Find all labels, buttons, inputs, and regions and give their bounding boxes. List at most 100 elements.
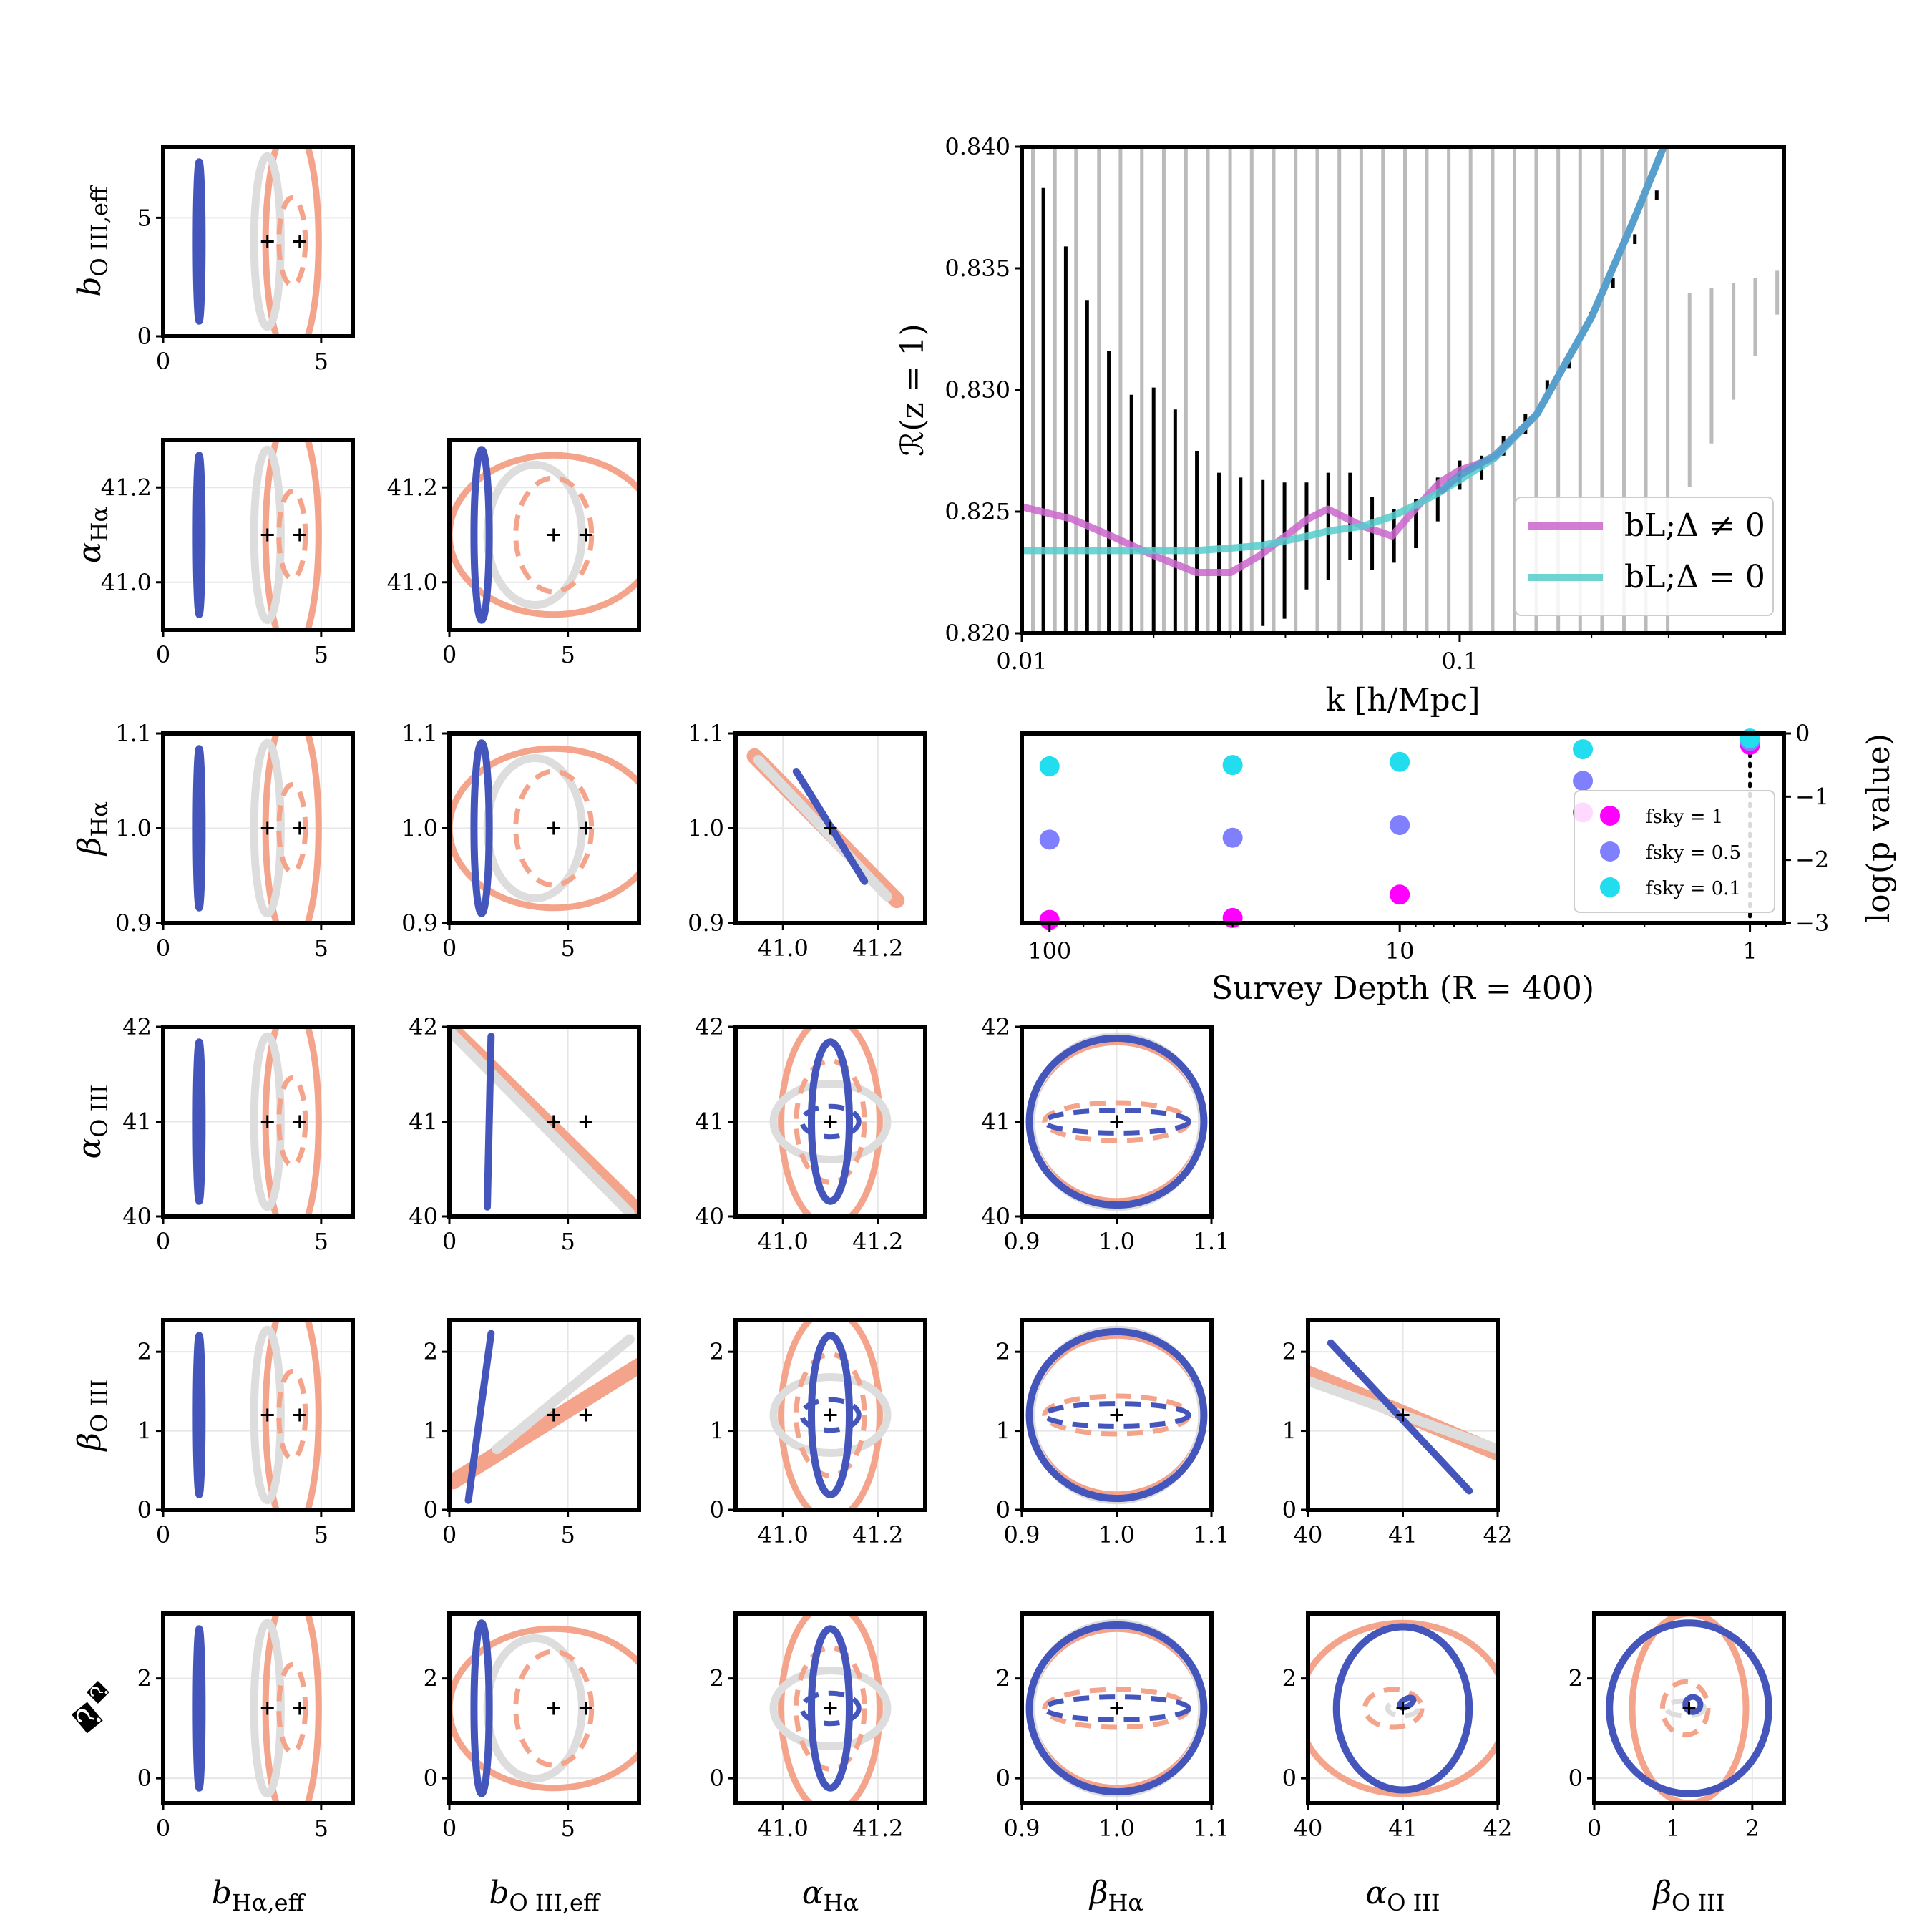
panel-0-4-fiducial-marker — [293, 1115, 306, 1128]
p-legend-label-0: fsky = 1 — [1646, 806, 1723, 828]
panel-0-6-xtick-label: 0 — [156, 1815, 170, 1842]
panel-0-2-fiducial-marker — [260, 528, 274, 542]
panel-1-2-fiducial-marker — [579, 528, 592, 542]
p-xlabel: Survey Depth (R = 400) — [1211, 970, 1594, 1007]
row-3-ylabel-symbol: β — [72, 837, 108, 857]
panel-3-5-contours — [1025, 1325, 1208, 1505]
row-2-ylabel: αHα — [72, 507, 113, 563]
panel-2-5-xtick-label: 41.2 — [852, 1521, 903, 1548]
panel-2-4-fiducial-marker — [824, 1115, 837, 1128]
panel-4-5-fiducial-marker — [1396, 1408, 1410, 1422]
panel-4-6-contour-ellipse — [1397, 1694, 1417, 1711]
panel-0-5-ytick-label: 2 — [137, 1338, 152, 1365]
panel-3-5-ytick-label: 2 — [996, 1338, 1010, 1365]
row-3-ylabel: βHα — [72, 801, 113, 857]
panel-5-6-contour-ellipse — [1659, 1679, 1711, 1738]
panel-3-6-contours — [1025, 1619, 1208, 1798]
col-4-xlabel: αO III — [1365, 1875, 1440, 1916]
panel-0-1-ytick-label: 0 — [137, 323, 152, 350]
row-4-ylabel-symbol: α — [72, 1138, 108, 1159]
p-point-0-2 — [1390, 884, 1410, 905]
p-xtick-label-0: 100 — [1028, 937, 1071, 965]
panel-1-5-degenerate-contour — [492, 1334, 635, 1455]
panel-0-2-xtick-label: 5 — [314, 641, 328, 668]
panel-3-5-contour-ellipse — [1042, 1401, 1191, 1429]
panel-2-3-xtick-label: 41.0 — [758, 935, 809, 962]
p-legend: fsky = 1 fsky = 0.5 fsky = 0.1 — [1574, 790, 1775, 913]
panel-2-6-contour-ellipse — [799, 1690, 862, 1727]
panel-0-1-xtick-label: 5 — [314, 348, 328, 375]
panel-0-1-contour-ellipse — [192, 158, 206, 325]
panel-2-6-ytick-label: 2 — [710, 1665, 724, 1692]
panel-4-6-xtick-label: 40 — [1294, 1815, 1323, 1842]
panel-4-6-contours — [1308, 1619, 1498, 1797]
panel-0-1-ytick-label: 5 — [137, 204, 152, 231]
col-5-xlabel-subscript: O III — [1672, 1889, 1724, 1916]
panel-2-6-contour-ellipse — [808, 1625, 853, 1792]
panel-2-4-contours — [769, 1027, 892, 1216]
panel-5-6-ytick-label: 2 — [1568, 1665, 1583, 1692]
panel-1-2-ytick-label: 41.2 — [387, 474, 438, 501]
panel-4-6: 40 41 42 0 2 — [1282, 1611, 1512, 1842]
panel-3-4-xtick-label: 1.0 — [1098, 1228, 1135, 1255]
r-xtick-label-0: 0.01 — [996, 648, 1047, 675]
panel-2-4-ytick-label: 42 — [695, 1013, 724, 1040]
panel-0-4-ytick-label: 41 — [122, 1108, 152, 1136]
panel-1-3-contour-ellipse — [449, 745, 639, 912]
panel-3-5-xtick-label: 0.9 — [1004, 1521, 1040, 1548]
panel-2-4: 41.0 41.2 40 41 42 — [695, 1013, 927, 1255]
panel-0-4-contour-ellipse — [192, 1038, 206, 1205]
panel-0-6-contour-ellipse — [192, 1625, 206, 1792]
panel-3-4-ytick-label: 41 — [981, 1108, 1010, 1136]
p-ytick-label-1: −1 — [1795, 783, 1829, 810]
r-plot-area — [1022, 147, 1780, 633]
panel-4-6-ytick-label: 0 — [1282, 1765, 1297, 1792]
panel-2-5-frame — [733, 1318, 927, 1512]
panel-0-5-frame — [161, 1318, 355, 1512]
p-legend-label-2: fsky = 0.1 — [1646, 878, 1741, 899]
panel-1-5-fiducial-marker — [547, 1408, 560, 1422]
panel-4-6-fiducial-marker — [1396, 1702, 1410, 1715]
p-point-2-0 — [1039, 756, 1060, 776]
panel-3-5-xtick-label: 1.0 — [1098, 1521, 1135, 1548]
panel-0-3-fiducial-marker — [260, 821, 274, 835]
p-ytick-label-0: 0 — [1795, 720, 1810, 747]
panel-1-5-xtick-label: 5 — [560, 1521, 575, 1548]
panel-3-4-contours — [1025, 1032, 1208, 1211]
col-3-xlabel: βHα — [1088, 1875, 1143, 1916]
panel-2-4-xtick-label: 41.0 — [758, 1228, 809, 1255]
p-point-1-3 — [1573, 771, 1594, 791]
panel-3-5-ytick-label: 1 — [996, 1418, 1010, 1445]
p-point-2-3 — [1573, 739, 1594, 760]
panel-3-4: 0.9 1.0 1.1 40 41 42 — [981, 1013, 1229, 1255]
panel-1-4-ytick-label: 41 — [409, 1108, 438, 1136]
panel-1-5-degenerate-contour — [464, 1330, 495, 1504]
panel-4-6-contour-ellipse — [1332, 1623, 1473, 1794]
corner-plot: 0 5 0 5 0 5 41.0 41.2 0 5 41.0 41.2 0 5 0.9 1.0 1.1 0 5 0.9… — [71, 145, 1786, 1916]
row-3-ylabel-subscript: Hα — [86, 801, 113, 837]
panel-1-2-frame — [447, 438, 641, 632]
panel-2-4-ytick-label: 40 — [695, 1203, 724, 1230]
panel-2-5-contour-ellipse — [799, 1397, 862, 1433]
panel-1-2-ytick-label: 41.0 — [387, 569, 438, 596]
panel-2-6-contour-ellipse — [778, 1614, 883, 1803]
panel-2-5-contour-ellipse — [794, 1352, 867, 1478]
panel-0-6-xtick-label: 5 — [314, 1815, 328, 1842]
panel-1-3-xtick-label: 0 — [442, 935, 457, 962]
panel-5-6-frame — [1592, 1611, 1786, 1805]
col-0-xlabel-symbol: b — [212, 1875, 232, 1911]
panel-2-4-ytick-label: 41 — [695, 1108, 724, 1136]
panel-1-4-xtick-label: 0 — [442, 1228, 457, 1255]
panel-2-4-xtick-label: 41.2 — [852, 1228, 903, 1255]
panel-1-3-fiducial-marker — [579, 821, 592, 835]
panel-1-4: 0 5 40 41 42 — [409, 1013, 641, 1255]
r-xtick-label-1: 0.1 — [1441, 648, 1478, 675]
panel-1-4-contours — [449, 1027, 639, 1216]
panel-4-5-xtick-label: 40 — [1294, 1521, 1323, 1548]
panel-0-1: 0 5 0 5 — [137, 145, 355, 375]
panel-1-6-contour-ellipse — [449, 1625, 639, 1792]
panel-0-3-xtick-label: 0 — [156, 935, 170, 962]
panel-2-5: 41.0 41.2 0 1 2 — [710, 1318, 927, 1548]
panel-2-6-ytick-label: 0 — [710, 1765, 724, 1792]
